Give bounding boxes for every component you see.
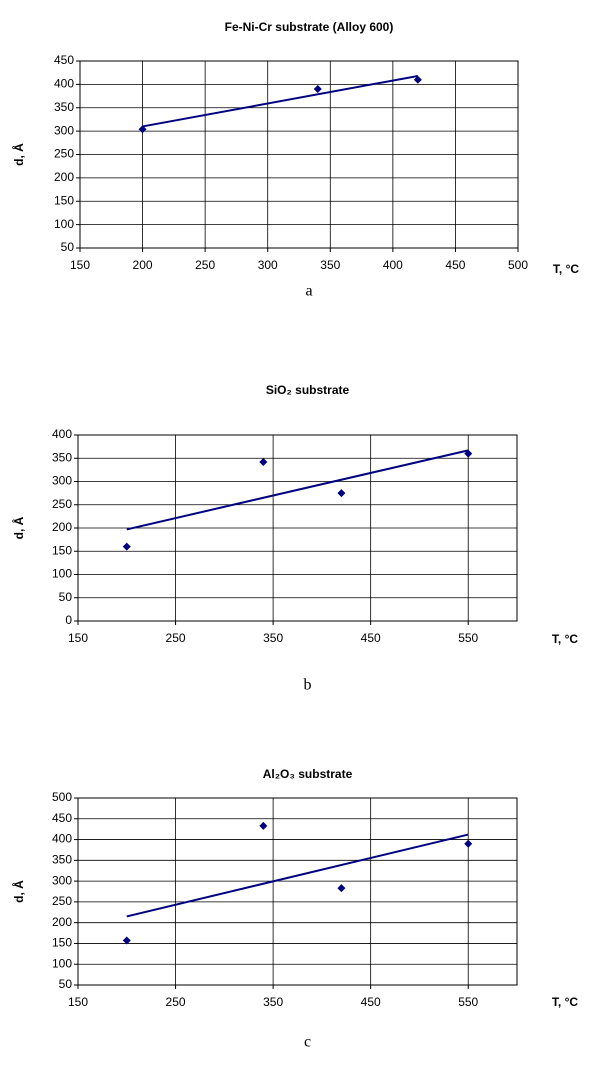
y-tick-label: 400 [52, 832, 72, 846]
data-point [138, 125, 147, 134]
y-tick-label: 200 [52, 915, 72, 929]
y-tick-label: 350 [54, 100, 74, 114]
x-tick-label: 150 [68, 631, 88, 645]
y-tick-label: 300 [54, 123, 74, 137]
y-tick-label: 150 [52, 543, 72, 557]
x-tick-label: 350 [263, 631, 283, 645]
y-tick-label: 400 [54, 77, 74, 91]
x-tick-label: 250 [166, 631, 186, 645]
data-point [413, 75, 422, 84]
y-tick-label: 100 [52, 956, 72, 970]
y-tick-label: 350 [52, 853, 72, 867]
y-tick-label: 0 [65, 613, 72, 627]
y-axis-label: d, Å [11, 880, 26, 903]
trend-line [126, 833, 469, 918]
data-point [337, 489, 346, 498]
y-tick-label: 300 [52, 873, 72, 887]
y-tick-label: 50 [61, 240, 75, 254]
y-tick-label: 150 [54, 193, 74, 207]
data-point [122, 542, 131, 551]
y-tick-label: 250 [54, 147, 74, 161]
x-tick-label: 550 [458, 995, 478, 1009]
x-tick-label: 200 [133, 258, 153, 272]
y-tick-label: 200 [52, 520, 72, 534]
y-axis-label: d, Å [11, 516, 26, 539]
y-tick-label: 200 [54, 170, 74, 184]
x-tick-label: 400 [383, 258, 403, 272]
chart-title: Al₂O₃ substrate [263, 767, 353, 781]
y-tick-label: 350 [52, 450, 72, 464]
x-tick-label: 150 [68, 995, 88, 1009]
x-axis-label: T, °C [552, 632, 578, 646]
x-tick-label: 350 [263, 995, 283, 1009]
y-tick-label: 500 [52, 790, 72, 804]
y-tick-label: 400 [52, 427, 72, 441]
data-point [337, 884, 346, 893]
y-tick-label: 250 [52, 497, 72, 511]
y-tick-label: 50 [59, 590, 73, 604]
chart-title: SiO₂ substrate [266, 383, 350, 397]
y-tick-label: 100 [54, 217, 74, 231]
caption: a [305, 283, 312, 300]
data-point [313, 85, 322, 94]
y-tick-label: 150 [52, 936, 72, 950]
x-tick-label: 450 [445, 258, 465, 272]
x-tick-label: 450 [361, 995, 381, 1009]
y-axis-label: d, Å [11, 143, 26, 166]
x-tick-label: 150 [70, 258, 90, 272]
x-tick-label: 350 [320, 258, 340, 272]
x-axis-label: T, °C [553, 262, 579, 276]
x-tick-label: 450 [361, 631, 381, 645]
x-tick-label: 250 [166, 995, 186, 1009]
data-point [259, 821, 268, 830]
trend-line [142, 74, 419, 128]
data-point [464, 839, 473, 848]
data-point [122, 936, 131, 945]
x-tick-label: 250 [195, 258, 215, 272]
plot-area [77, 797, 518, 986]
data-point [259, 457, 268, 466]
caption: b [304, 677, 312, 694]
trend-line [126, 449, 469, 531]
y-tick-label: 250 [52, 894, 72, 908]
y-tick-label: 100 [52, 567, 72, 581]
x-tick-label: 300 [258, 258, 278, 272]
x-tick-label: 550 [458, 631, 478, 645]
y-tick-label: 300 [52, 474, 72, 488]
x-tick-label: 500 [508, 258, 528, 272]
caption: c [304, 1034, 311, 1051]
y-tick-label: 50 [59, 977, 73, 991]
y-tick-label: 450 [54, 53, 74, 67]
chart-title: Fe-Ni-Cr substrate (Alloy 600) [225, 20, 394, 34]
y-tick-label: 450 [52, 811, 72, 825]
x-axis-label: T, °C [552, 995, 578, 1009]
